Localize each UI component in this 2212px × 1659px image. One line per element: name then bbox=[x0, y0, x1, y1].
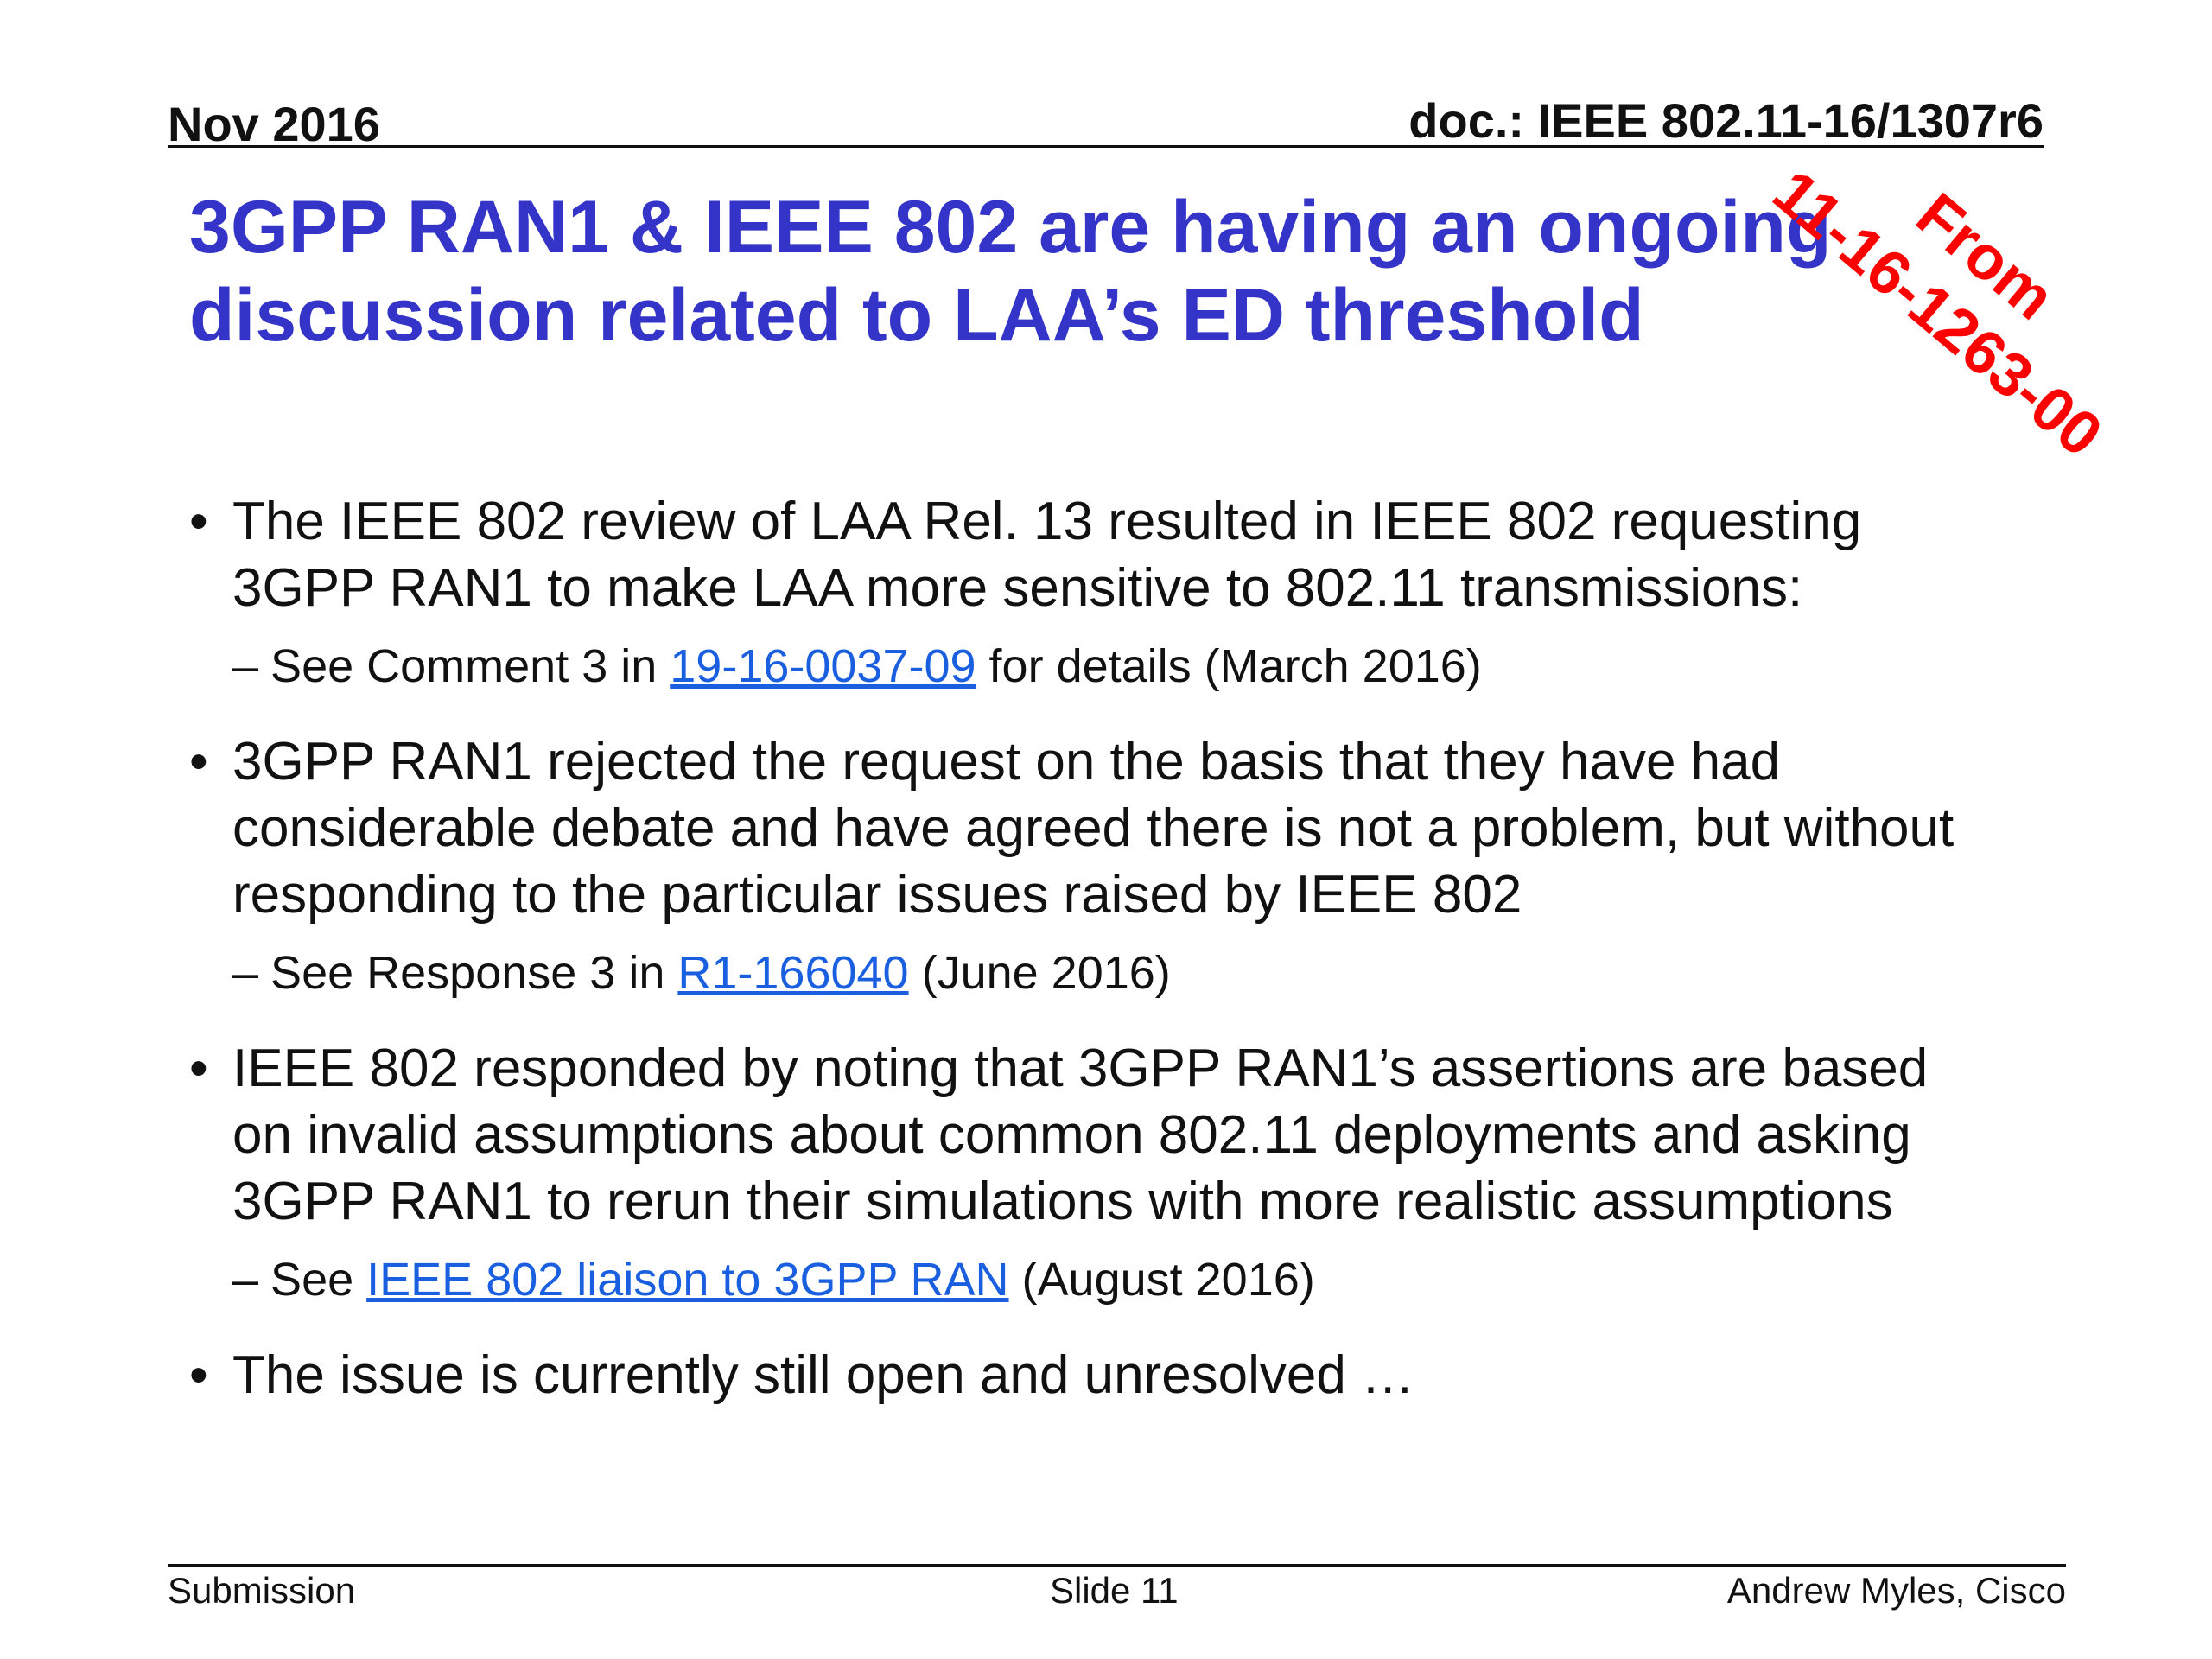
sub-bullet-dash: – bbox=[232, 640, 259, 692]
header-date: Nov 2016 bbox=[168, 97, 380, 151]
bullet-marker: • bbox=[189, 732, 208, 791]
slide-body: • The IEEE 802 review of LAA Rel. 13 res… bbox=[189, 488, 2056, 1408]
footer-slide-number: Slide 11 bbox=[1050, 1570, 1179, 1611]
link-r1-166040[interactable]: R1-166040 bbox=[677, 947, 909, 999]
bullet-1-line-2: 3GPP RAN1 to make LAA more sensitive to … bbox=[232, 558, 1803, 618]
slide-title-line-1: 3GPP RAN1 & IEEE 802 are having an ongoi… bbox=[189, 186, 1832, 269]
bullet-marker: • bbox=[189, 1345, 208, 1405]
sub-bullet-3-suffix: (August 2016) bbox=[1008, 1254, 1315, 1306]
slide-title: 3GPP RAN1 & IEEE 802 are having an ongoi… bbox=[189, 183, 1917, 359]
sub-bullet-3-prefix: See bbox=[270, 1254, 367, 1306]
sub-bullet-2-prefix: See Response 3 in bbox=[270, 947, 678, 999]
slide-title-line-2: discussion related to LAA’s ED threshold bbox=[189, 274, 1644, 357]
bullet-2-line-1: 3GPP RAN1 rejected the request on the ba… bbox=[232, 732, 1781, 791]
sub-bullet-dash: – bbox=[232, 947, 259, 999]
bullet-3-line-2: on invalid assumptions about common 802.… bbox=[232, 1105, 1911, 1165]
bullet-2-line-2: considerable debate and have agreed ther… bbox=[232, 798, 1955, 858]
sub-bullet-2-suffix: (June 2016) bbox=[908, 947, 1171, 999]
footer-divider bbox=[168, 1564, 2066, 1567]
bullet-3-line-1: IEEE 802 responded by noting that 3GPP R… bbox=[232, 1039, 1929, 1098]
sub-bullet-2: – See Response 3 in R1-166040 (June 2016) bbox=[189, 944, 2056, 1002]
sub-bullet-1: – See Comment 3 in 19-16-0037-09 for deta… bbox=[189, 637, 2056, 696]
bullet-3: • IEEE 802 responded by noting that 3GPP… bbox=[189, 1035, 2056, 1235]
sub-bullet-dash: – bbox=[232, 1254, 259, 1306]
bullet-1-line-1: The IEEE 802 review of LAA Rel. 13 resul… bbox=[232, 492, 1862, 551]
bullet-3-line-3: 3GPP RAN1 to rerun their simulations wit… bbox=[232, 1172, 1893, 1231]
bullet-marker: • bbox=[189, 492, 208, 551]
bullet-1: • The IEEE 802 review of LAA Rel. 13 res… bbox=[189, 488, 2056, 621]
header-doc-number: doc.: IEEE 802.11-16/1307r6 bbox=[1408, 93, 2044, 148]
header-divider bbox=[168, 145, 2044, 148]
bullet-4: • The issue is currently still open and … bbox=[189, 1342, 2056, 1408]
sub-bullet-1-prefix: See Comment 3 in bbox=[270, 640, 671, 692]
sub-bullet-3: – See IEEE 802 liaison to 3GPP RAN (Augus… bbox=[189, 1250, 2056, 1309]
footer-author: Andrew Myles, Cisco bbox=[1726, 1570, 2066, 1611]
link-ieee-802-liaison[interactable]: IEEE 802 liaison to 3GPP RAN bbox=[366, 1254, 1009, 1306]
sub-bullet-1-suffix: for details (March 2016) bbox=[976, 640, 1482, 692]
bullet-4-line-1: The issue is currently still open and un… bbox=[232, 1345, 1415, 1405]
bullet-2: • 3GPP RAN1 rejected the request on the … bbox=[189, 728, 2056, 928]
footer-submission: Submission bbox=[168, 1570, 356, 1611]
link-19-16-0037-09[interactable]: 19-16-0037-09 bbox=[670, 640, 976, 692]
bullet-marker: • bbox=[189, 1039, 208, 1098]
bullet-2-line-3: responding to the particular issues rais… bbox=[232, 865, 1522, 925]
